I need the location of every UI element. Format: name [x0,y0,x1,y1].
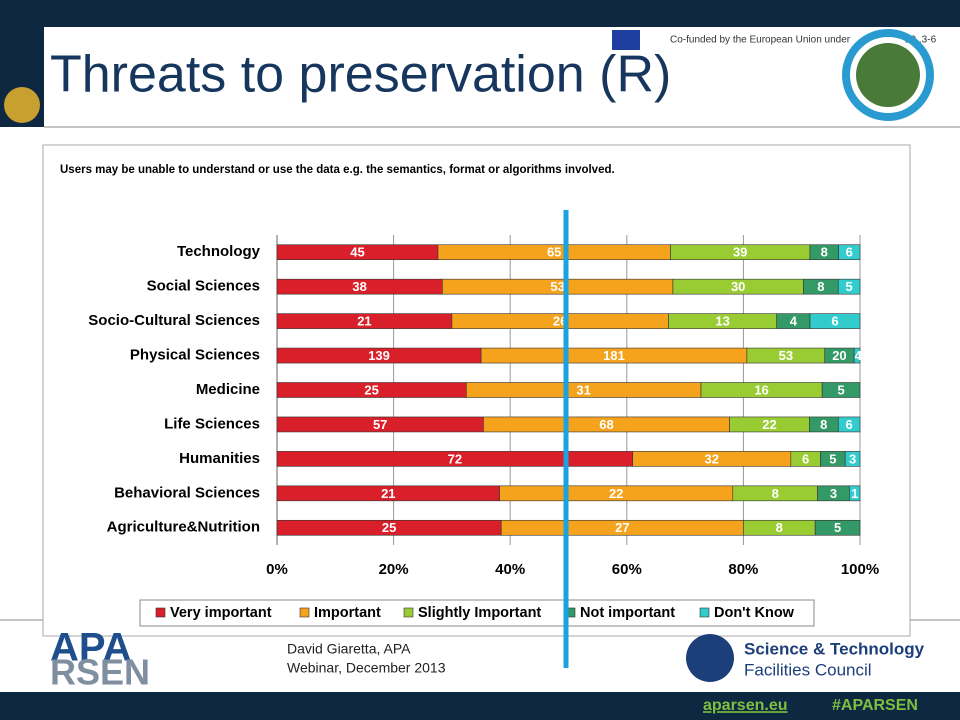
data-label: 6 [846,417,853,432]
x-tick-label: 60% [612,561,642,578]
category-label: Agriculture&Nutrition [107,519,260,536]
chart-title: Users may be unable to understand or use… [60,164,615,176]
bar-segment [814,519,861,536]
bar-segment [837,416,861,433]
data-label: 25 [382,520,396,535]
data-label: 8 [776,520,783,535]
legend-label: Slightly Important [418,605,541,621]
data-label: 6 [831,314,838,329]
data-label: 65 [547,245,561,260]
bar-segment [844,451,861,467]
bar-segment [821,382,861,398]
partner-text: Science & Technology [744,639,925,658]
bar-segment [837,278,861,295]
category-label: Technology [177,243,261,260]
hashtag: #APARSEN [832,697,918,714]
bottom-band [0,692,960,720]
bar-segment [838,244,861,261]
data-label: 45 [350,245,364,260]
event: Webinar, December 2013 [287,660,446,676]
data-label: 32 [705,451,719,466]
data-label: 57 [373,417,387,432]
data-label: 4 [790,314,798,329]
legend-swatch [403,607,414,618]
category-label: Physical Sciences [130,347,260,364]
category-label: Humanities [179,450,260,467]
data-label: 27 [615,520,629,535]
eu-flag [612,30,640,50]
data-label: 53 [779,348,793,363]
data-label: 30 [731,279,745,294]
data-label: 25 [364,382,378,397]
data-label: 6 [802,451,809,466]
data-label: 8 [772,486,779,501]
x-tick-label: 80% [728,561,758,578]
data-label: 72 [448,451,462,466]
legend-label: Not important [580,605,675,621]
data-label: 3 [849,451,856,466]
slide-title: Threats to preservation (R) [50,46,671,104]
logo-icon [4,87,40,123]
category-label: Life Sciences [164,415,260,432]
funding-text: Co-funded by the European Union under [670,35,851,46]
data-label: 31 [576,382,590,397]
x-tick-label: 0% [266,561,288,578]
data-label: 8 [817,279,824,294]
logo-text: APA [50,626,131,670]
data-label: 53 [550,279,564,294]
data-label: 5 [837,382,844,397]
bar-segment [809,313,861,329]
data-label: 22 [762,417,776,432]
category-label: Socio-Cultural Sciences [88,312,260,329]
legend-label: Very important [170,605,272,621]
plot: 0% 20% 40% 60% 80% 100%Technology 45 65 39 8 6Soci… [88,235,879,627]
data-label: 8 [821,245,828,260]
data-label: 22 [609,486,623,501]
x-tick-label: 40% [495,561,525,578]
legend-swatch [155,607,166,618]
project-logo [842,29,934,121]
data-label: 16 [754,382,768,397]
legend-swatch [699,607,710,618]
project-code: 20..3-6 [905,35,937,46]
data-label: 0 [860,520,867,535]
data-label: 4 [855,348,863,363]
legend-label: Don't Know [714,605,795,621]
data-label: 68 [599,417,613,432]
x-tick-label: 20% [379,561,409,578]
stfc-logo [686,634,734,682]
globe [856,43,920,107]
data-label: 5 [834,520,841,535]
logo-text: RSEN [50,652,150,693]
legend-swatch [299,607,310,618]
data-label: 21 [381,486,395,501]
data-label: 181 [603,348,625,363]
data-label: 5 [829,451,836,466]
data-label: 38 [352,279,366,294]
author: David Giaretta, APA [287,641,411,657]
data-label: 13 [715,314,729,329]
data-label: 3 [830,486,837,501]
data-label: 5 [846,279,853,294]
x-tick-label: 100% [841,561,879,578]
data-label: 39 [733,245,747,260]
link[interactable]: aparsen.eu [703,697,787,714]
bar-segment [853,347,861,364]
legend-label: Important [314,605,381,621]
category-label: Social Sciences [147,278,260,295]
data-label: 0 [860,382,867,397]
data-label: 20 [832,348,846,363]
data-label: 6 [846,245,853,260]
data-label: 21 [357,314,371,329]
partner-text: Facilities Council [744,660,872,679]
top-band [0,0,960,27]
category-label: Medicine [196,381,260,398]
category-label: Behavioral Sciences [114,484,260,501]
data-label: 139 [368,348,390,363]
data-label: 8 [820,417,827,432]
bar-segment [849,485,861,502]
data-label: 1 [851,486,858,501]
